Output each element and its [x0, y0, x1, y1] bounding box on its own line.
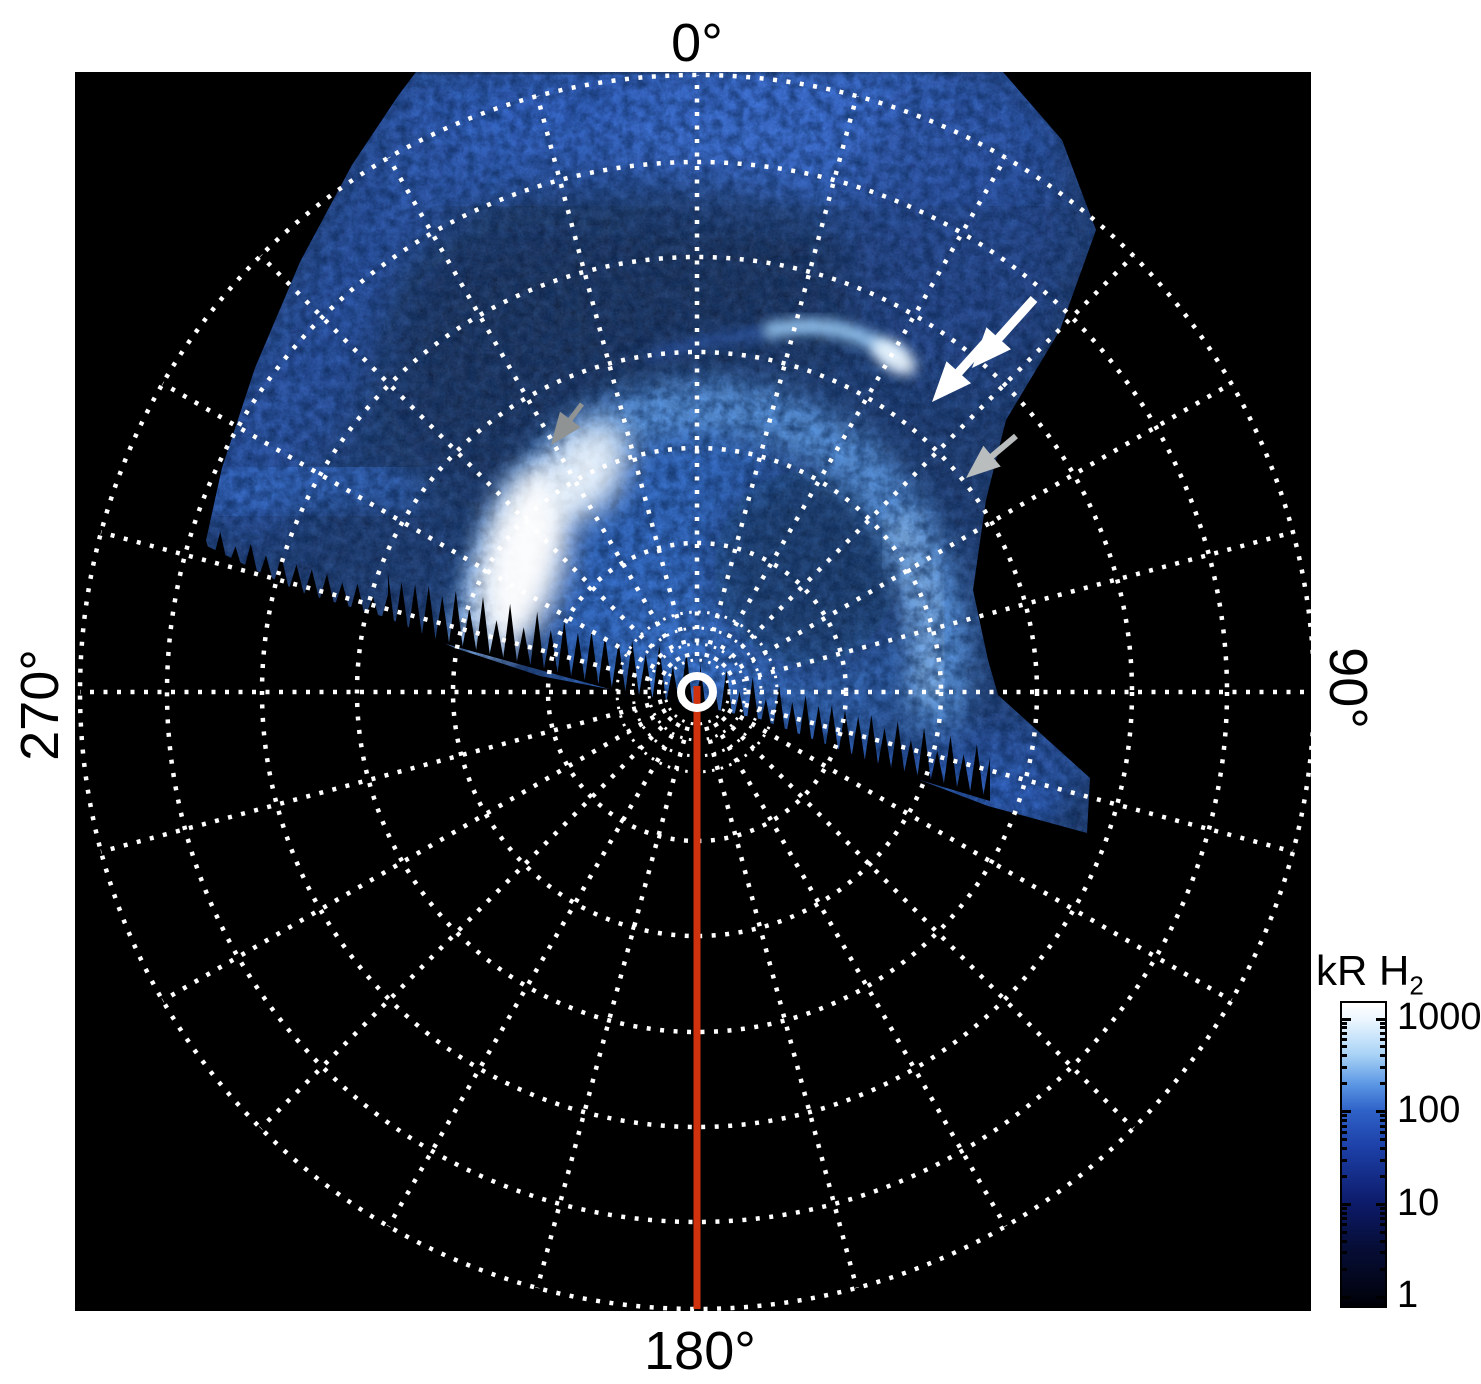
colorbar-title-subscript: 2	[1409, 970, 1424, 1001]
colorbar-tick-label-100: 100	[1397, 1089, 1461, 1131]
colorbar-title: kR H2	[1316, 947, 1424, 1001]
terminator-sawtooth-edge	[205, 531, 990, 801]
gray-arrow-right	[966, 433, 1018, 478]
colorbar-gradient	[1340, 1001, 1387, 1308]
white-arrow-upper	[972, 295, 1038, 368]
polar-plot-area	[75, 72, 1317, 1312]
colorbar-tick-label-10: 10	[1397, 1182, 1440, 1224]
colorbar-title-text: kR H	[1316, 947, 1410, 994]
angle-label-270: 270°	[10, 649, 70, 761]
angle-label-0: 0°	[671, 13, 723, 73]
colorbar-tick-label-1000: 1000	[1397, 996, 1481, 1038]
white-arrow-lower	[932, 338, 990, 402]
colorbar-tick-label-1: 1	[1397, 1274, 1419, 1316]
pole-marker-ring	[677, 672, 717, 712]
gray-arrow-left	[551, 402, 584, 445]
angle-label-90: 90°	[1318, 647, 1378, 729]
angle-label-180: 180°	[644, 1321, 756, 1381]
